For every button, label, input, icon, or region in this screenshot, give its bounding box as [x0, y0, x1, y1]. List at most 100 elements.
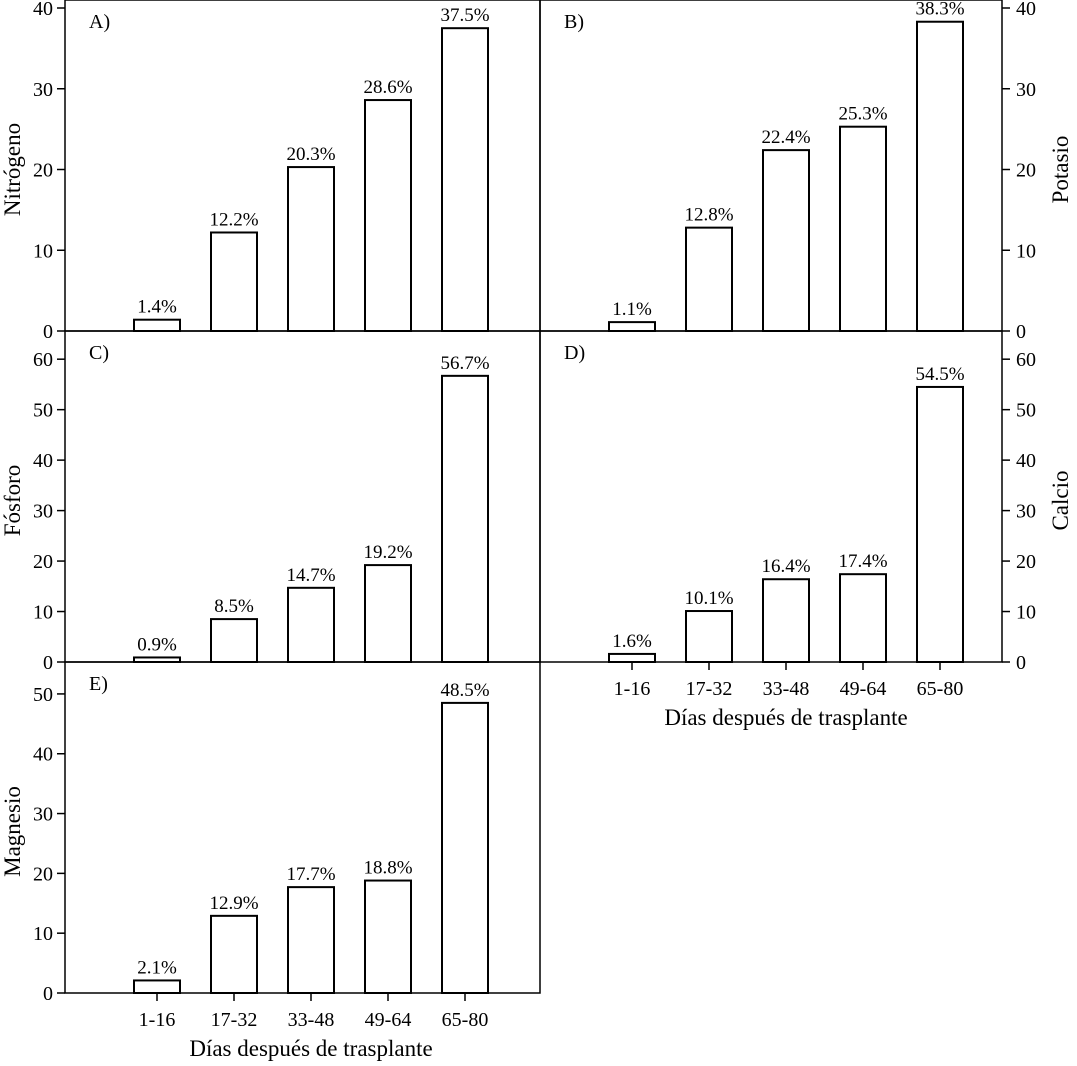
y-tick-label: 60	[33, 349, 53, 371]
bar-33-48	[287, 166, 335, 332]
x-axis-title: Días después de trasplante	[189, 1036, 432, 1061]
bar-17-32	[685, 610, 733, 663]
x-tick-label: 17-32	[211, 1009, 258, 1031]
y-tick-label: 40	[1016, 450, 1036, 472]
y-tick-label: 30	[33, 804, 53, 826]
bar-17-32	[210, 914, 258, 994]
y-tick-label: 0	[43, 321, 53, 343]
data-label: 37.5%	[440, 5, 489, 26]
x-tick-label: 33-48	[288, 1009, 335, 1031]
bar-17-32	[210, 231, 258, 332]
y-axis-title: Calcio	[1048, 470, 1073, 530]
y-tick-label: 50	[33, 684, 53, 706]
bar-65-80	[441, 701, 489, 994]
bar-49-64	[839, 573, 887, 664]
x-axis-title: Días después de trasplante	[664, 705, 907, 730]
y-tick-label: 30	[1016, 501, 1036, 523]
bar-1-16	[608, 321, 656, 332]
y-tick-label: 60	[1016, 349, 1036, 371]
data-label: 10.1%	[684, 588, 733, 609]
bar-49-64	[364, 564, 412, 663]
panel-2: B) 0 10 20 30 40 Potasio 1.1% 12.8% 22.4% 25.3% 38.…	[539, 0, 1073, 343]
data-label: 25.3%	[838, 104, 887, 125]
y-tick-label: 40	[33, 744, 53, 766]
panel-5: E) 0 10 20 30 40 50 Magnesio 2.1% 12.9% 17.7% 18.8%…	[0, 661, 541, 1061]
y-tick-label: 0	[1016, 652, 1026, 674]
data-label: 28.6%	[363, 77, 412, 98]
bar-17-32	[685, 226, 733, 332]
x-tick-label: 65-80	[917, 678, 964, 700]
bar-65-80	[441, 27, 489, 332]
y-tick-label: 10	[1016, 240, 1036, 262]
bar-49-64	[364, 99, 412, 333]
y-tick-label: 20	[33, 551, 53, 573]
y-axis-title: Fósforo	[0, 465, 25, 537]
data-label: 1.4%	[137, 297, 177, 318]
bar-65-80	[916, 20, 964, 332]
y-tick-label: 30	[33, 79, 53, 101]
data-label: 14.7%	[286, 565, 335, 586]
data-label: 0.9%	[137, 634, 177, 655]
bar-33-48	[287, 886, 335, 995]
bar-33-48	[762, 149, 810, 332]
data-label: 56.7%	[440, 353, 489, 374]
y-axis-title: Potasio	[1048, 136, 1073, 204]
y-tick-label: 20	[33, 160, 53, 182]
y-tick-label: 10	[33, 923, 53, 945]
panel-letter: D)	[564, 342, 585, 364]
y-tick-label: 30	[1016, 79, 1036, 101]
y-tick-label: 20	[33, 863, 53, 885]
y-tick-label: 40	[33, 450, 53, 472]
x-tick-label: 49-64	[365, 1009, 412, 1031]
bar-1-16	[133, 318, 181, 333]
y-tick-label: 50	[33, 400, 53, 422]
bar-33-48	[762, 578, 810, 664]
data-label: 8.5%	[214, 596, 254, 617]
y-tick-label: 30	[33, 501, 53, 523]
x-tick-label: 1-16	[614, 678, 651, 700]
bar-49-64	[839, 125, 887, 332]
bar-33-48	[287, 586, 335, 663]
data-label: 2.1%	[137, 957, 177, 978]
y-tick-label: 0	[1016, 321, 1026, 343]
bar-65-80	[441, 374, 489, 663]
x-tick-label: 17-32	[686, 678, 733, 700]
data-label: 17.4%	[838, 551, 887, 572]
x-tick-label: 65-80	[442, 1009, 489, 1031]
y-axis-title: Magnesio	[0, 786, 25, 877]
bar-49-64	[364, 879, 412, 995]
data-label: 38.3%	[915, 0, 964, 20]
y-tick-label: 10	[1016, 602, 1036, 624]
y-tick-label: 0	[43, 652, 53, 674]
data-label: 12.8%	[684, 205, 733, 226]
bar-17-32	[210, 618, 258, 663]
y-tick-label: 10	[33, 602, 53, 624]
y-tick-label: 40	[1016, 0, 1036, 20]
panel-3: C) 0 10 20 30 40 50 60 Fósforo 0.9% 8.5% 14.7% 19.2%…	[0, 330, 541, 674]
x-tick-label: 33-48	[763, 678, 810, 700]
data-label: 12.9%	[209, 893, 258, 914]
data-label: 20.3%	[286, 144, 335, 165]
y-tick-label: 0	[43, 983, 53, 1005]
data-label: 22.4%	[761, 127, 810, 148]
data-label: 1.1%	[612, 299, 652, 320]
y-axis-title: Nitrógeno	[0, 123, 25, 216]
data-label: 17.7%	[286, 864, 335, 885]
x-tick-label: 1-16	[139, 1009, 176, 1031]
data-label: 54.5%	[915, 364, 964, 385]
data-label: 18.8%	[363, 858, 412, 879]
panel-letter: A)	[89, 11, 110, 33]
y-tick-label: 10	[33, 240, 53, 262]
y-tick-label: 50	[1016, 400, 1036, 422]
panel-letter: B)	[564, 11, 584, 33]
y-tick-label: 20	[1016, 551, 1036, 573]
panel-letter: E)	[89, 673, 108, 695]
y-tick-label: 40	[33, 0, 53, 20]
panel-4: D) 0 10 20 30 40 50 60 Calcio 1.6% 10.1% 16.4% 17.4%…	[539, 330, 1073, 730]
data-label: 19.2%	[363, 542, 412, 563]
panel-1: A) 0 10 20 30 40 Nitrógeno 1.4% 12.2% 20.3% 28.6% 3…	[0, 0, 541, 343]
bar-1-16	[608, 652, 656, 663]
data-label: 16.4%	[761, 556, 810, 577]
